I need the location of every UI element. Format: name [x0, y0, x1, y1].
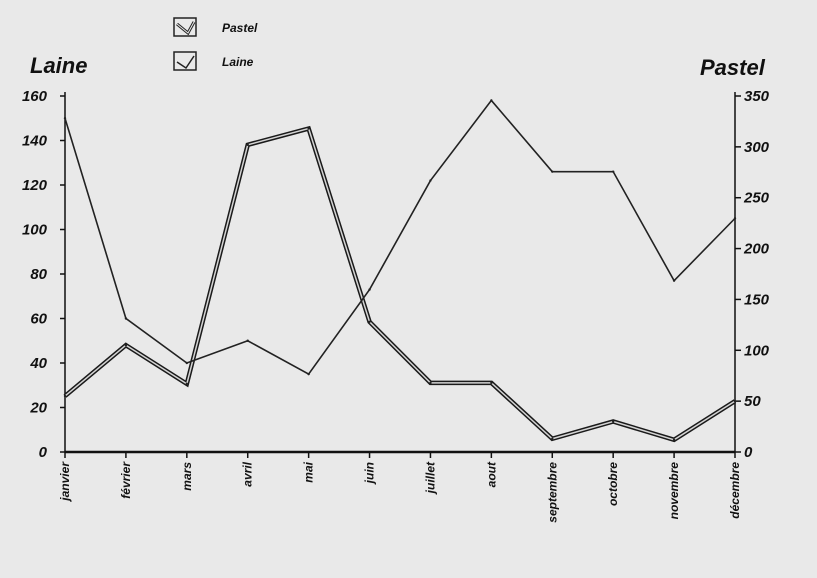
right-tick-label: 200: [743, 241, 770, 258]
legend: Pastel Laine: [173, 17, 258, 71]
x-tick-label: juin: [363, 462, 377, 485]
data-point-pastel: [368, 320, 371, 324]
legend-item-pastel: Pastel: [173, 17, 258, 37]
series-line-pastel: [63, 125, 737, 443]
left-tick-label: 120: [22, 177, 48, 194]
x-tick-label: octobre: [606, 462, 620, 506]
data-point-laine: [307, 372, 310, 376]
x-tick-label: aout: [484, 461, 498, 487]
right-tick-label: 150: [744, 291, 770, 308]
data-point-laine: [124, 317, 128, 320]
x-tick-label: décembre: [728, 462, 742, 519]
right-axis-title: Pastel: [700, 55, 766, 80]
right-axis-ticks: 0 50 100 150 200 250 300 350: [735, 88, 770, 461]
left-tick-label: 0: [39, 444, 48, 461]
left-tick-label: 40: [29, 355, 47, 372]
legend-label-laine: Laine: [222, 55, 254, 69]
legend-label-pastel: Pastel: [222, 21, 258, 35]
left-axis-ticks: 0 20 40 60 80 100 120 140 160: [22, 88, 65, 461]
right-tick-label: 350: [744, 88, 770, 105]
right-tick-label: 100: [744, 342, 770, 359]
data-point-laine: [672, 279, 676, 282]
x-tick-label: mai: [302, 461, 316, 482]
left-tick-label: 60: [30, 311, 47, 328]
left-tick-label: 20: [29, 400, 47, 417]
data-point-laine: [429, 179, 432, 182]
right-tick-label: 250: [743, 190, 770, 207]
x-tick-label: avril: [241, 461, 255, 486]
data-point-pastel: [185, 382, 189, 386]
legend-item-laine: Laine: [173, 51, 254, 71]
x-tick-label: novembre: [667, 462, 681, 520]
data-point-laine: [63, 117, 67, 120]
series-line-laine: [64, 99, 736, 376]
series-layer: [63, 99, 737, 443]
data-point-laine: [733, 217, 737, 220]
left-tick-label: 160: [22, 88, 48, 105]
x-axis-ticks: janvier février mars avril mai juin juillet aou…: [58, 452, 742, 523]
data-point-pastel: [733, 399, 737, 403]
data-point-pastel: [551, 437, 554, 440]
axes: [64, 92, 736, 454]
x-tick-label: mars: [180, 462, 194, 491]
legend-swatch-laine: [173, 51, 197, 71]
data-point-pastel: [611, 420, 615, 423]
x-tick-label: janvier: [58, 461, 72, 503]
data-point-pastel: [124, 344, 128, 347]
right-tick-label: 50: [744, 393, 761, 410]
data-point-laine: [611, 170, 615, 173]
legend-swatch-pastel: [173, 17, 197, 37]
data-point-laine: [551, 170, 554, 173]
data-point-laine: [368, 288, 371, 291]
x-tick-label: février: [119, 461, 133, 499]
right-tick-label: 0: [744, 444, 753, 461]
right-tick-label: 300: [744, 139, 770, 156]
x-tick-label: septembre: [545, 462, 559, 523]
left-tick-label: 80: [30, 266, 47, 283]
left-tick-label: 140: [22, 133, 48, 150]
data-point-pastel: [246, 143, 249, 147]
data-point-laine: [185, 361, 189, 365]
data-point-pastel: [307, 127, 310, 130]
x-tick-label: juillet: [423, 461, 437, 495]
data-point-laine: [490, 99, 493, 102]
data-point-pastel: [672, 438, 676, 441]
left-tick-label: 100: [22, 222, 48, 239]
data-point-pastel: [490, 381, 493, 385]
left-axis-title: Laine: [30, 53, 87, 78]
data-point-laine: [246, 339, 249, 342]
data-point-pastel: [429, 381, 432, 385]
data-point-pastel: [63, 394, 67, 398]
